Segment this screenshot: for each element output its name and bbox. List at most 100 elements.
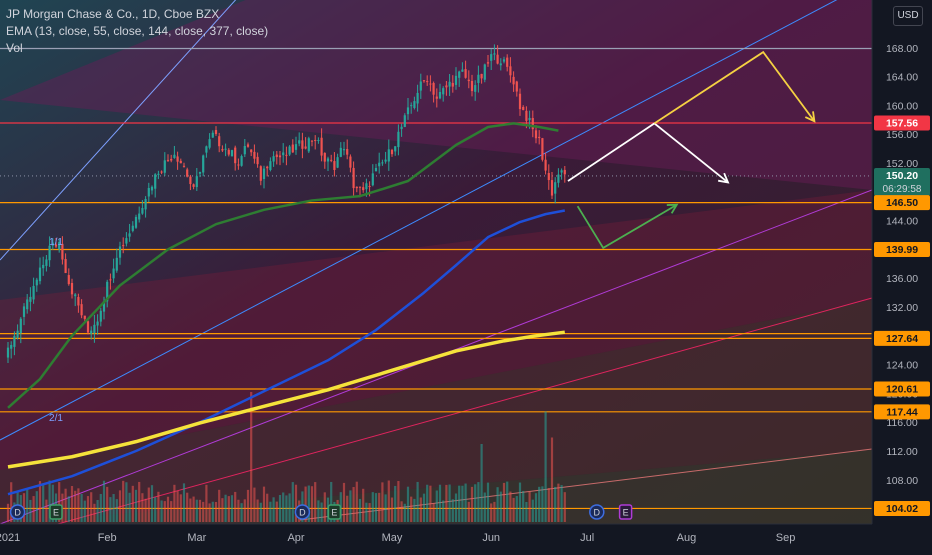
volume-bar	[157, 491, 160, 522]
candle-body	[467, 79, 470, 82]
volume-bar	[387, 480, 390, 522]
volume-bar	[538, 486, 541, 522]
time-tick-label: Sep	[776, 532, 796, 544]
volume-bar	[371, 492, 374, 522]
volume-bar	[285, 495, 288, 522]
candle-body	[150, 186, 154, 191]
volume-bar	[522, 490, 525, 522]
currency-button[interactable]: USD	[893, 6, 923, 26]
event-marker-label: D	[14, 508, 21, 518]
volume-bar	[294, 484, 298, 522]
price-tick-label: 168.00	[886, 43, 918, 55]
candle-body	[38, 267, 42, 282]
candle-body	[189, 176, 192, 185]
candle-body	[221, 149, 224, 151]
candle-body	[333, 161, 336, 170]
candle-body	[560, 170, 563, 173]
candle-body	[266, 166, 269, 169]
candle-body	[323, 152, 326, 162]
volume-bar	[96, 500, 99, 522]
candle-body	[154, 174, 157, 189]
volume-indicator-label[interactable]: Vol	[6, 41, 23, 55]
volume-bar	[448, 484, 451, 522]
volume-bar	[259, 502, 262, 522]
fan-line-0	[0, 0, 237, 261]
candle-body	[330, 159, 333, 161]
price-label-bg	[874, 330, 930, 346]
candle-body	[483, 64, 486, 80]
candle-body	[307, 138, 310, 152]
candle-body	[371, 173, 374, 186]
candle-body	[99, 310, 102, 322]
price-tick-label: 152.00	[886, 158, 918, 170]
dividend-marker	[9, 504, 26, 520]
candle-body	[470, 80, 474, 92]
candle-body	[166, 159, 170, 161]
volume-bar	[29, 499, 32, 522]
volume-bar	[544, 411, 547, 522]
candle-body	[304, 146, 307, 149]
candle-body	[144, 198, 147, 210]
volume-bar	[106, 486, 109, 522]
event-marker-label: E	[53, 508, 59, 518]
price-label-badge: 150.20 06:29:58	[874, 167, 930, 196]
price-label-bg	[874, 167, 930, 196]
volume-bar	[506, 481, 509, 522]
volume-bar	[205, 484, 208, 522]
volume-bar	[256, 499, 259, 522]
price-tick-label: 124.00	[886, 360, 918, 372]
candle-body	[112, 268, 115, 279]
candle-body	[67, 275, 70, 285]
candle-body	[102, 301, 106, 312]
volume-bar	[131, 485, 134, 522]
candle-body	[448, 81, 451, 87]
volume-bar	[381, 482, 384, 522]
volume-bar	[246, 489, 250, 522]
candle-body	[138, 213, 141, 220]
volume-bar	[525, 501, 528, 522]
candle-body	[90, 330, 93, 334]
volume-bar	[467, 501, 470, 522]
volume-bar	[80, 493, 83, 522]
candle-body	[339, 147, 342, 157]
dividend-marker	[589, 504, 605, 520]
plot-area: 1/1 2/1 D E D E D E	[0, 0, 872, 524]
time-tick-label: Mar	[187, 532, 206, 544]
fan-band-1	[0, 190, 872, 470]
price-label-badge: 120.61	[874, 381, 930, 397]
volume-bar	[141, 493, 144, 522]
ema-line-ema-144	[7, 330, 566, 469]
volume-bar	[352, 487, 355, 522]
volume-bar	[102, 480, 106, 522]
candle-body	[368, 186, 371, 188]
candle-body	[534, 130, 538, 139]
volume-bar	[189, 498, 192, 522]
candle-body	[147, 188, 150, 197]
volume-bar	[435, 490, 438, 522]
volume-bar	[483, 492, 486, 522]
time-tick-label: Apr	[287, 532, 304, 544]
volume-bar	[458, 485, 461, 522]
volume-bar	[214, 501, 218, 522]
candle-body	[403, 115, 406, 127]
fan-label: 2/1	[49, 413, 63, 424]
candle-body	[464, 69, 467, 78]
volume-bar	[176, 490, 179, 522]
candle-body	[227, 149, 230, 155]
price-tick-label: 112.00	[886, 446, 917, 458]
price-label-text: 157.56	[886, 117, 918, 129]
volume-bar	[93, 503, 96, 522]
candle-body	[502, 59, 506, 62]
volume-bar	[45, 499, 48, 522]
candle-body	[346, 149, 349, 155]
ema-indicator-label[interactable]: EMA (13, close, 55, close, 144, close, 3…	[6, 24, 269, 38]
candle-body	[237, 164, 240, 166]
volume-bar	[115, 499, 118, 522]
price-label-text: 146.50	[886, 197, 918, 209]
candle-body	[486, 62, 490, 64]
volume-bar	[77, 488, 80, 522]
candle-body	[6, 347, 10, 358]
price-label-text: 127.64	[886, 333, 918, 345]
